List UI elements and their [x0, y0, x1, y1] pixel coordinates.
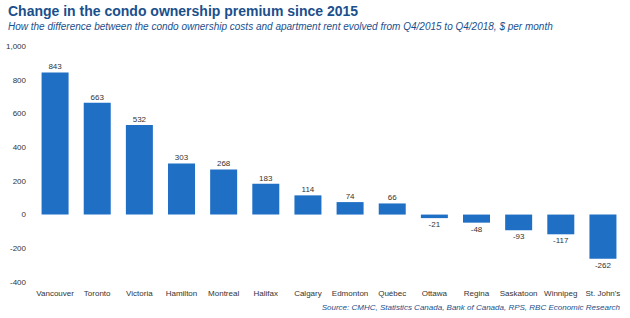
svg-text:Toronto: Toronto: [84, 289, 111, 298]
svg-text:-400: -400: [10, 278, 27, 287]
svg-text:400: 400: [13, 143, 27, 152]
svg-text:Calgary: Calgary: [294, 289, 322, 298]
svg-text:Halifax: Halifax: [254, 289, 278, 298]
svg-text:800: 800: [13, 76, 27, 85]
svg-text:-21: -21: [429, 220, 441, 229]
html-text:How the difference between the: How the difference between the condo own…: [8, 21, 553, 32]
svg-text:268: 268: [217, 159, 231, 168]
svg-text:St. John's: St. John's: [585, 289, 620, 298]
svg-text:663: 663: [91, 93, 105, 102]
svg-text:-262: -262: [595, 261, 612, 270]
svg-text:Victoria: Victoria: [126, 289, 153, 298]
html-text:Change in the condo ownership: Change in the condo ownership premium si…: [8, 3, 359, 19]
svg-text:114: 114: [302, 185, 315, 194]
svg-text:66: 66: [388, 193, 397, 202]
svg-text:Hamilton: Hamilton: [166, 289, 198, 298]
svg-text:600: 600: [13, 109, 27, 118]
svg-text:1,000: 1,000: [8, 42, 27, 51]
svg-text:200: 200: [13, 177, 27, 186]
svg-text:-200: -200: [10, 244, 27, 253]
html-text:Source: CMHC, Statistics Canad: Source: CMHC, Statistics Canada, Bank of…: [321, 303, 620, 312]
svg-text:-93: -93: [513, 232, 525, 241]
svg-text:Montreal: Montreal: [208, 289, 239, 298]
svg-text:183: 183: [259, 174, 273, 183]
svg-text:843: 843: [48, 62, 62, 71]
svg-text:532: 532: [133, 115, 147, 124]
svg-text:74: 74: [346, 192, 355, 201]
svg-text:-117: -117: [553, 236, 569, 245]
svg-text:Vancouver: Vancouver: [36, 289, 74, 298]
svg-text:Ottawa: Ottawa: [422, 289, 448, 298]
svg-text:Winnipeg: Winnipeg: [544, 289, 577, 298]
svg-text:Regina: Regina: [464, 289, 490, 298]
svg-text:Québec: Québec: [378, 289, 406, 298]
svg-text:-48: -48: [471, 225, 483, 234]
svg-text:303: 303: [175, 153, 189, 162]
svg-text:Edmonton: Edmonton: [332, 289, 368, 298]
svg-text:Saskatoon: Saskatoon: [500, 289, 538, 298]
svg-text:0: 0: [22, 210, 27, 219]
